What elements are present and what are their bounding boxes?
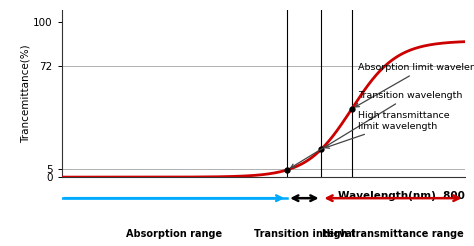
Text: Wavelength(nm)  800: Wavelength(nm) 800 bbox=[337, 190, 465, 200]
Text: Absorption limit wavelength: Absorption limit wavelength bbox=[356, 63, 474, 107]
Text: Transition interval: Transition interval bbox=[254, 229, 355, 239]
Text: Absorption range: Absorption range bbox=[127, 229, 222, 239]
Text: Transition wavelength: Transition wavelength bbox=[291, 91, 462, 168]
Y-axis label: Trancemittance(%): Trancemittance(%) bbox=[20, 44, 30, 143]
Text: High transmittance
limit wavelength: High transmittance limit wavelength bbox=[326, 111, 449, 148]
Text: High transmittance range: High transmittance range bbox=[322, 229, 464, 239]
